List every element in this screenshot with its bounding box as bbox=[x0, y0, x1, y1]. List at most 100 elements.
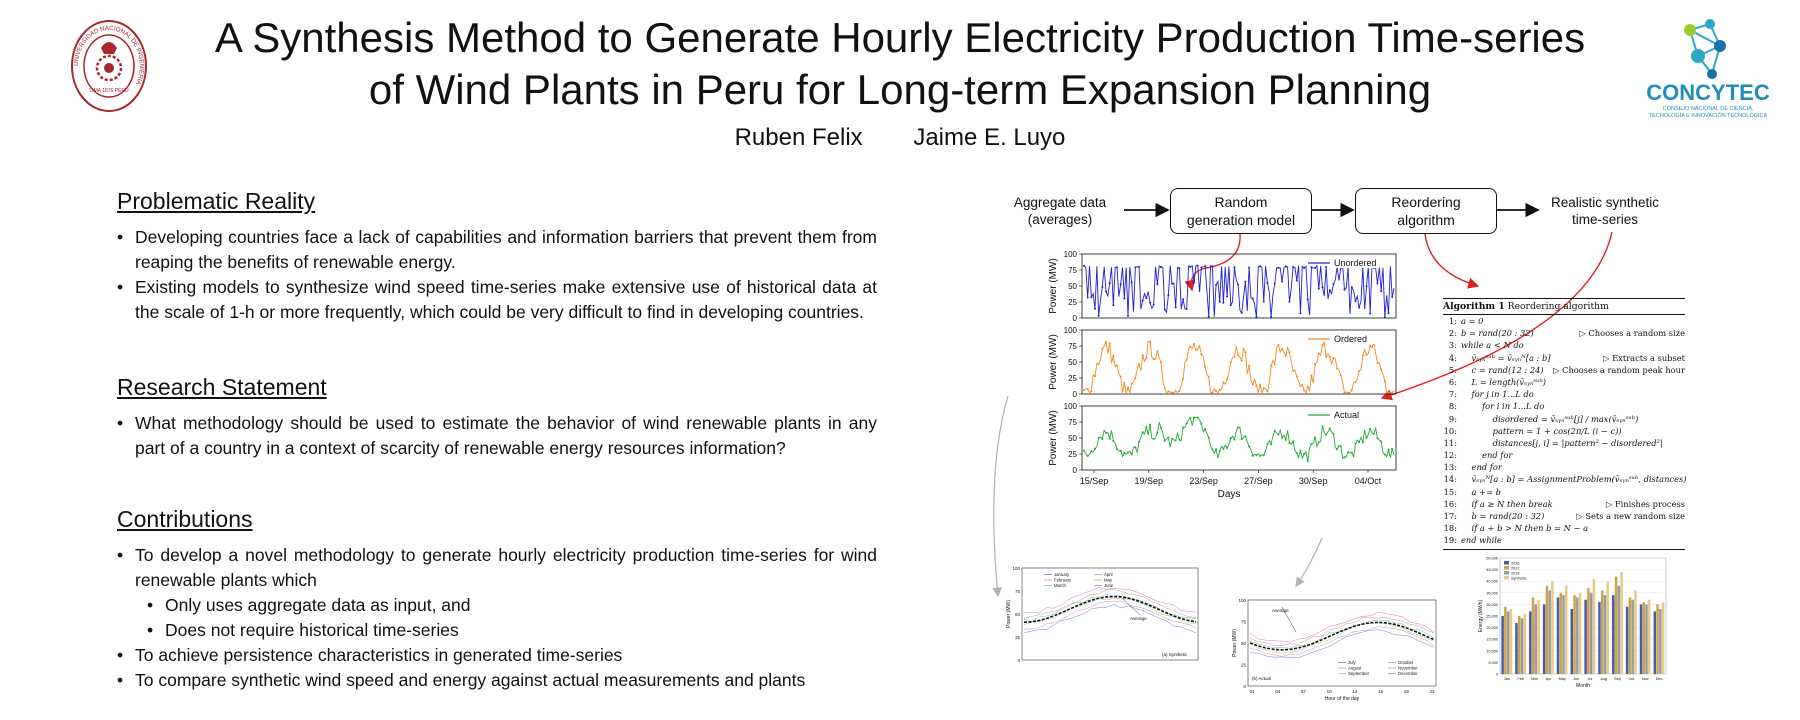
x-tick-label: 04/Oct bbox=[1355, 476, 1382, 486]
series-marker bbox=[1215, 283, 1218, 286]
series-marker bbox=[1134, 377, 1137, 380]
y-tick-label: 50 bbox=[1068, 282, 1077, 291]
series-marker bbox=[1189, 416, 1192, 419]
series-marker bbox=[1116, 448, 1119, 451]
series-marker bbox=[1145, 357, 1148, 360]
y-tick-label: 50 bbox=[1068, 434, 1077, 443]
series-marker bbox=[1332, 432, 1335, 435]
series-marker bbox=[1336, 448, 1339, 451]
series-marker bbox=[1156, 349, 1159, 352]
line-number: 5: bbox=[1448, 364, 1457, 375]
algorithm-line: 15: a += b bbox=[1443, 486, 1685, 498]
line-number: 7: bbox=[1448, 389, 1457, 400]
line-number: 4: bbox=[1448, 352, 1457, 363]
series-marker bbox=[1376, 437, 1379, 440]
series-marker bbox=[1266, 443, 1269, 446]
series-marker bbox=[1240, 311, 1243, 314]
author-name: Ruben Felix bbox=[734, 124, 863, 151]
series-line bbox=[1249, 622, 1435, 654]
series-marker bbox=[1292, 440, 1295, 443]
series-marker bbox=[1130, 453, 1133, 456]
bar bbox=[1545, 585, 1549, 674]
x-tick-label: 23/Sep bbox=[1189, 476, 1218, 486]
y-tick-label: 75 bbox=[1068, 418, 1077, 427]
series-marker bbox=[1270, 316, 1273, 319]
series-marker bbox=[1123, 381, 1126, 384]
series-marker bbox=[1237, 426, 1240, 429]
series-marker bbox=[1237, 283, 1240, 286]
series-marker bbox=[1325, 355, 1328, 358]
x-tick-label: 04 bbox=[1275, 689, 1281, 694]
series-marker bbox=[1358, 441, 1361, 444]
series-marker bbox=[1310, 374, 1313, 377]
series-marker bbox=[1171, 282, 1174, 285]
bar bbox=[1551, 581, 1554, 674]
x-tick-label: Mar bbox=[1531, 677, 1538, 681]
series-marker bbox=[1380, 440, 1383, 443]
series-marker bbox=[1094, 375, 1097, 378]
chart-caption: (b) Actual bbox=[1252, 676, 1271, 681]
series-marker bbox=[1226, 378, 1229, 381]
y-axis-label: Energy (MWh) bbox=[1478, 600, 1484, 633]
y-tick-label: 25 bbox=[1068, 450, 1077, 459]
code-text: c = rand(12 : 24) bbox=[1461, 364, 1544, 375]
series-marker bbox=[1325, 266, 1328, 269]
red-arrow bbox=[1184, 233, 1241, 292]
code-comment: ▷ Finishes process bbox=[1605, 498, 1685, 509]
series-marker bbox=[1083, 264, 1085, 267]
legend-bg bbox=[1332, 409, 1376, 420]
series-marker bbox=[1306, 298, 1309, 301]
series-marker bbox=[1292, 266, 1295, 269]
series-marker bbox=[1255, 384, 1258, 387]
bar bbox=[1653, 611, 1657, 674]
series-marker bbox=[1314, 363, 1317, 366]
series-marker bbox=[1237, 354, 1240, 357]
series-marker bbox=[1358, 369, 1361, 372]
algorithm-line: 1: a = 0 bbox=[1443, 315, 1685, 327]
series-marker bbox=[1277, 266, 1280, 269]
legend-label: November bbox=[1398, 666, 1418, 671]
y-tick-label: 75 bbox=[1068, 266, 1077, 275]
x-axis-label: Hour of the day bbox=[1325, 696, 1360, 702]
series-marker bbox=[1321, 344, 1324, 347]
series-marker bbox=[1119, 449, 1122, 452]
series-marker bbox=[1112, 354, 1115, 357]
series-marker bbox=[1328, 427, 1331, 430]
y-tick-label: 25 bbox=[1068, 298, 1077, 307]
series-marker bbox=[1317, 352, 1320, 355]
code-text: if a + b > N then b = N − a bbox=[1461, 523, 1589, 534]
bar bbox=[1642, 602, 1645, 674]
series-marker bbox=[1365, 437, 1368, 440]
x-tick-label: Feb bbox=[1517, 677, 1524, 681]
chart-frame bbox=[1247, 599, 1437, 687]
algorithm-line: 5: c = rand(12 : 24) ▷ Chooses a random p… bbox=[1443, 364, 1685, 376]
series-marker bbox=[1138, 363, 1141, 366]
series-marker bbox=[1090, 390, 1093, 393]
bar bbox=[1661, 602, 1665, 674]
series-marker bbox=[1222, 301, 1225, 304]
series-marker bbox=[1218, 389, 1221, 392]
legend-swatch bbox=[1504, 571, 1509, 575]
y-tick-label: 0 bbox=[1073, 390, 1078, 399]
code-comment: ▷ Extracts a subset bbox=[1603, 352, 1685, 363]
legend-label: Actual bbox=[1334, 410, 1359, 420]
algorithm-line: 14: v̄ₛᵧₙᴺ[a : b] = AssignmentProblem(v̄… bbox=[1443, 473, 1687, 485]
y-axis-label: Power (MW) bbox=[1232, 629, 1238, 657]
algorithm-line: 11: distances[j, i] = |pattern² − disord… bbox=[1443, 437, 1685, 449]
legend-label: August bbox=[1348, 666, 1362, 671]
bar bbox=[1589, 592, 1593, 674]
series-marker bbox=[1339, 445, 1342, 448]
series-marker bbox=[1295, 375, 1298, 378]
series-marker bbox=[1200, 422, 1203, 425]
legend-label: 2017 bbox=[1511, 566, 1519, 570]
series-marker bbox=[1350, 286, 1353, 289]
code-text: v̄ₛᵧₙˢᵘᵇ = v̄ₛᵧₙᴺ[a : b] bbox=[1461, 352, 1551, 363]
section-problematic-reality: Problematic Reality Developing countries… bbox=[117, 188, 877, 325]
x-axis-label: Month bbox=[1576, 683, 1590, 689]
series-marker bbox=[1116, 364, 1119, 367]
sub-bullet-item: Does not require historical time-series bbox=[147, 618, 877, 643]
x-tick-label: 13 bbox=[1352, 689, 1358, 694]
y-tick-label: 30,000 bbox=[1486, 603, 1498, 607]
series-marker bbox=[1229, 304, 1232, 307]
arrow bbox=[992, 395, 1009, 598]
